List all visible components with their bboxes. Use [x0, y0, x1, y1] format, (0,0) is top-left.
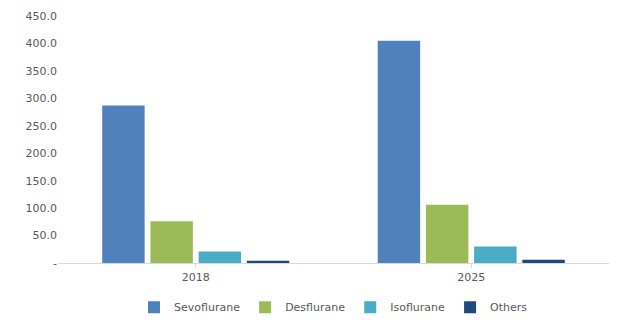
svg-text:Desflurane: Desflurane: [285, 301, 345, 314]
svg-text:Sevoflurane: Sevoflurane: [174, 301, 240, 314]
svg-text:350.0: 350.0: [26, 65, 58, 78]
svg-text:100.0: 100.0: [26, 202, 58, 215]
svg-text:250.0: 250.0: [26, 120, 58, 133]
svg-text:Isoflurane: Isoflurane: [390, 301, 445, 314]
svg-text:2025: 2025: [457, 271, 485, 284]
svg-text:2018: 2018: [182, 271, 210, 284]
svg-text:300.0: 300.0: [26, 92, 58, 105]
svg-text:400.0: 400.0: [26, 37, 58, 50]
svg-text:50.0: 50.0: [33, 229, 58, 242]
svg-text:200.0: 200.0: [26, 147, 58, 160]
svg-text:Others: Others: [490, 301, 527, 314]
svg-text:150.0: 150.0: [26, 175, 58, 188]
svg-text:-: -: [53, 257, 57, 270]
svg-text:450.0: 450.0: [26, 10, 58, 23]
